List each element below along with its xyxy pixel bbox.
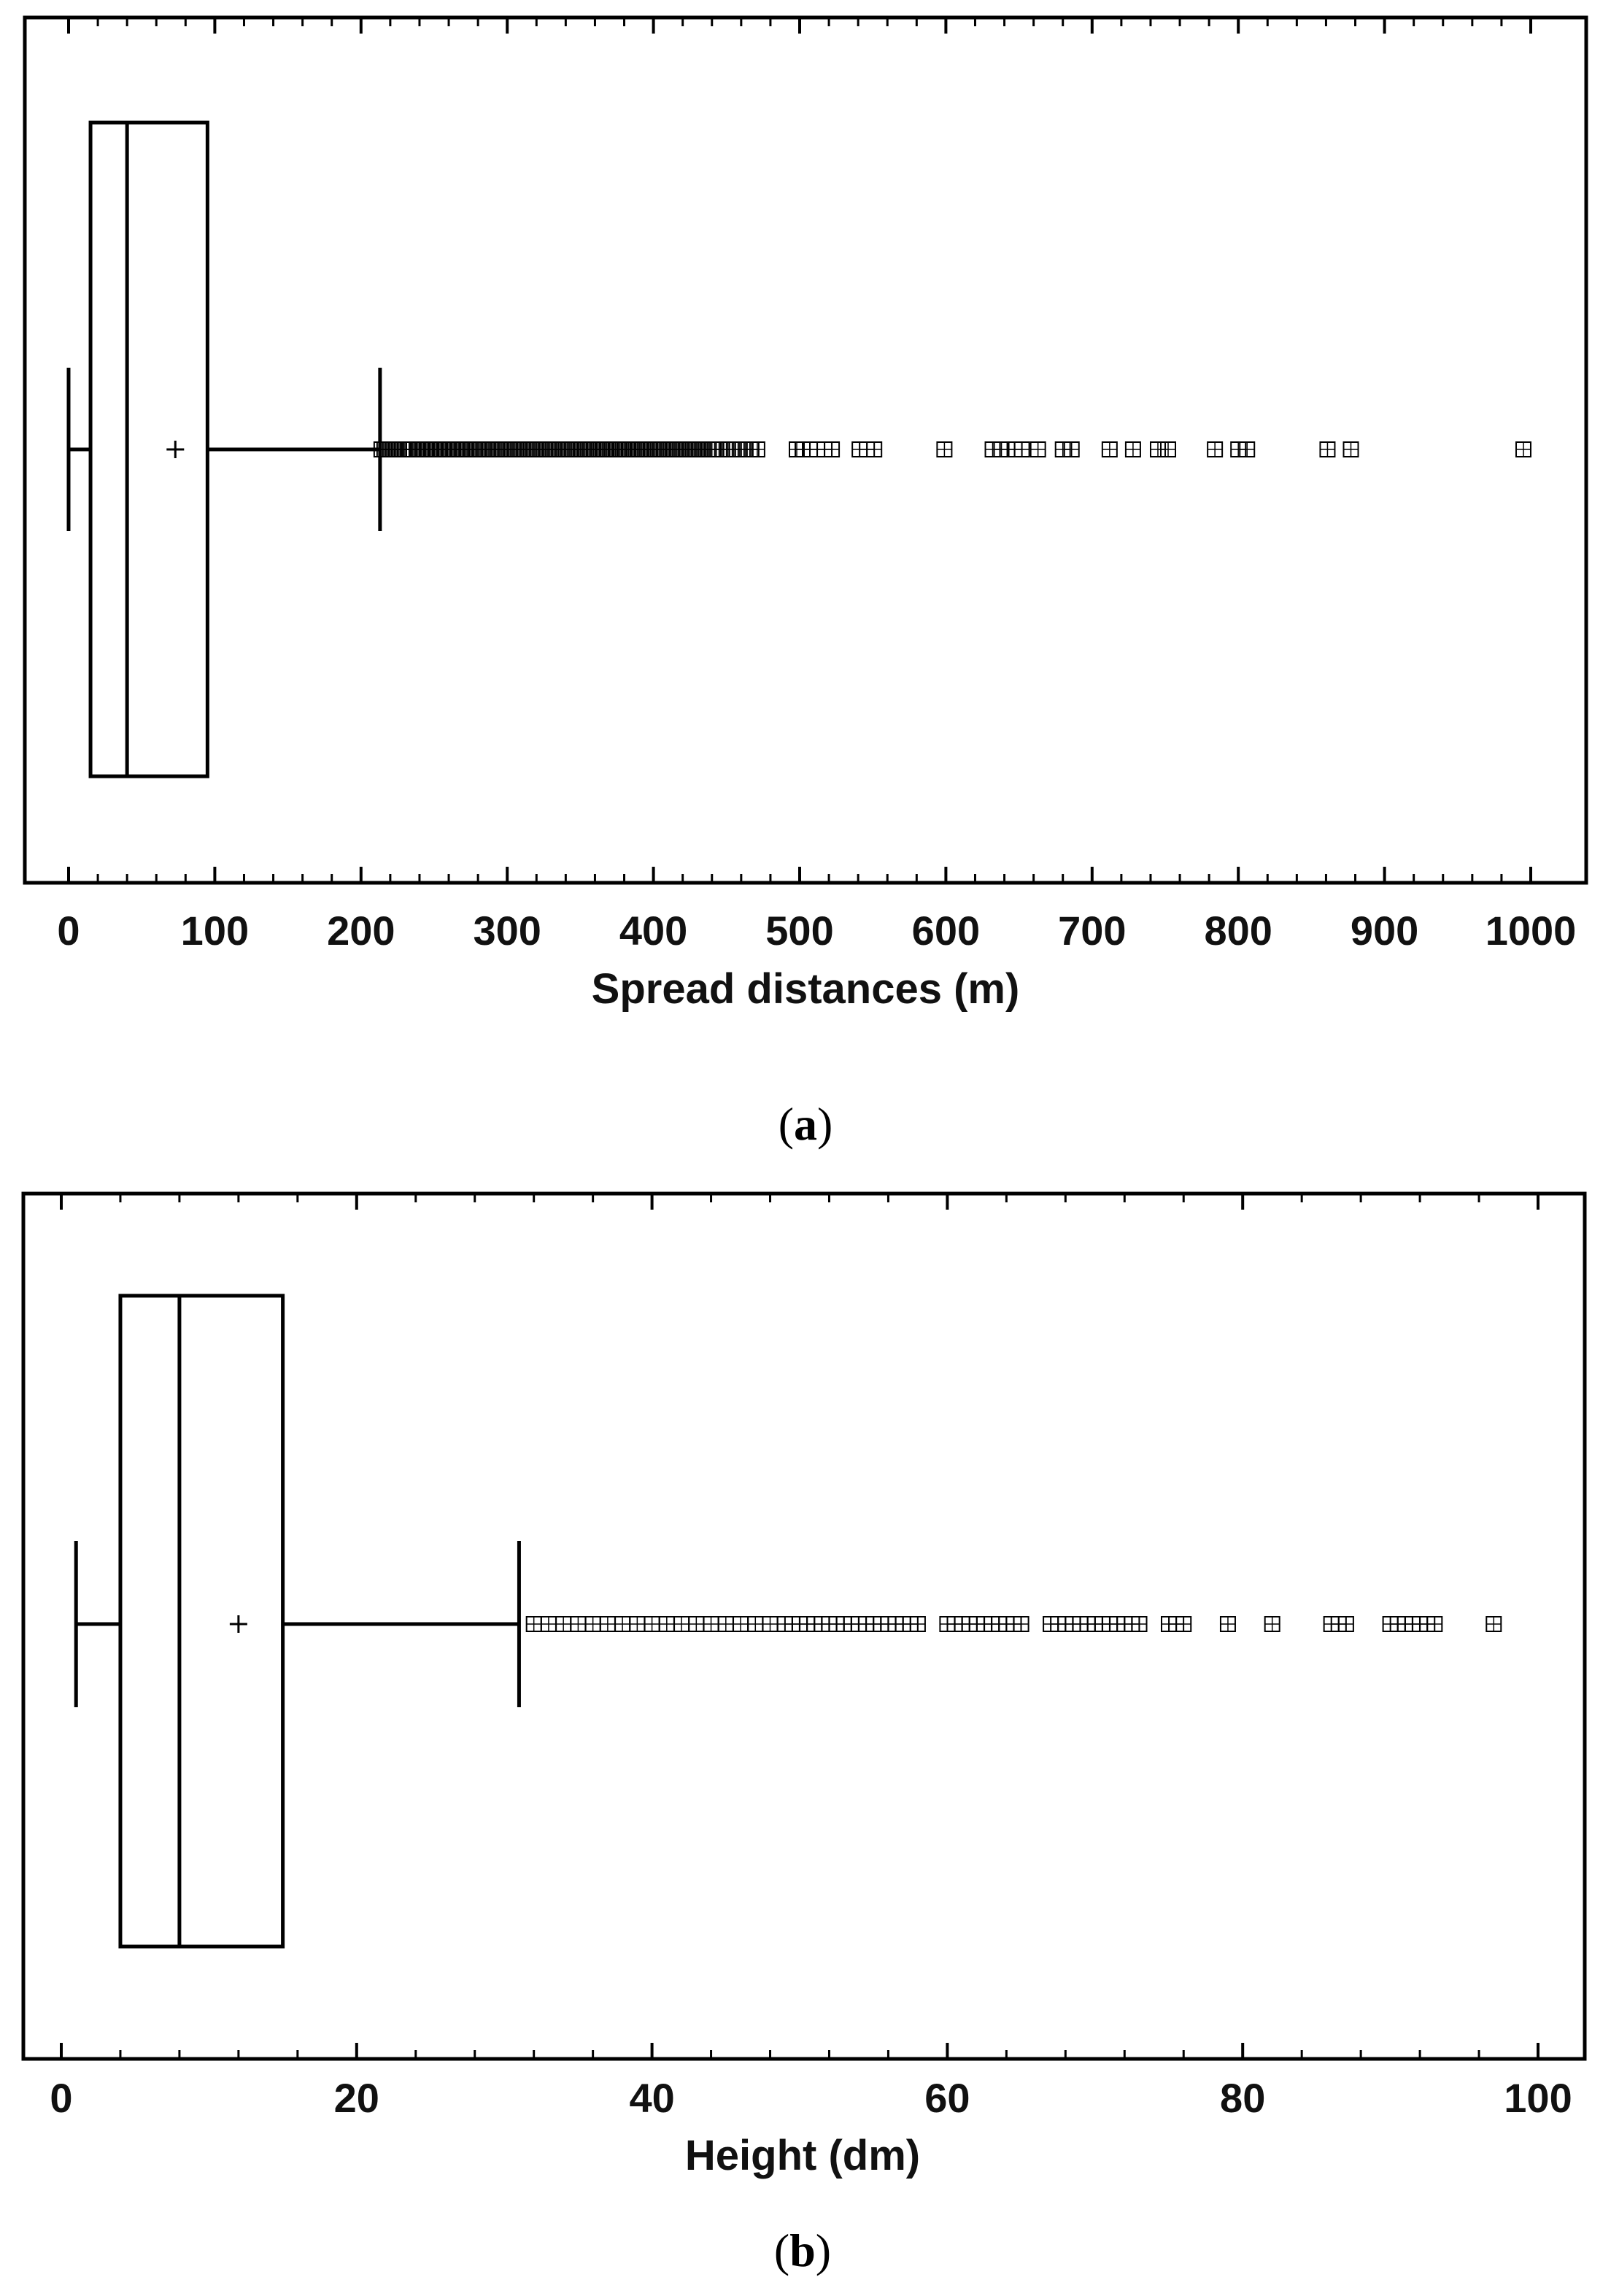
x-tick-label: 500 <box>765 908 833 954</box>
panel-b-caption-letter: b <box>789 2225 816 2276</box>
outlier-point <box>824 441 841 457</box>
outlier-point <box>936 441 953 457</box>
x-tick-label: 300 <box>473 908 541 954</box>
x-tick-label: 600 <box>912 908 980 954</box>
x-tick-label: 400 <box>619 908 687 954</box>
x-tick-label: 700 <box>1058 908 1126 954</box>
outlier-point <box>1013 1616 1029 1632</box>
x-tick-label: 800 <box>1204 908 1272 954</box>
outlier-point <box>1264 1616 1280 1632</box>
panel-b-outliers <box>525 1616 1502 1632</box>
outlier-point <box>1029 441 1046 457</box>
x-tick-label: 40 <box>629 2075 674 2121</box>
outlier-point <box>1131 1616 1148 1632</box>
x-tick-label: 80 <box>1220 2075 1265 2121</box>
x-tick-label: 0 <box>50 2075 72 2121</box>
outlier-point <box>1175 1616 1192 1632</box>
outlier-point <box>1219 1616 1236 1632</box>
x-tick-label: 100 <box>1504 2075 1572 2121</box>
panel-b-caption: (b) <box>774 2225 831 2276</box>
panel-a-outliers <box>373 441 1531 457</box>
panel-b-x-axis-label: Height (dm) <box>685 2132 920 2179</box>
panel-a-x-tick-labels: 0 100 200 300 400 500 600 700 800 900 1000 <box>57 908 1576 954</box>
panel-a-boxplot <box>66 120 382 778</box>
x-tick-label: 1000 <box>1486 908 1577 954</box>
panel-a-x-ticks <box>67 18 1532 883</box>
outlier-point <box>866 441 883 457</box>
outlier-point <box>1515 441 1531 457</box>
panel-b-x-tick-labels: 0 20 40 60 80 100 <box>50 2075 1572 2121</box>
outlier-point <box>909 1616 926 1632</box>
outlier-point <box>1337 1616 1354 1632</box>
panel-b-height: 0 20 40 60 80 100 Height (dm) (b) <box>21 1191 1587 2276</box>
panel-a-plot-frame <box>23 15 1588 885</box>
panel-a-x-axis-label: Spread distances (m) <box>592 965 1020 1013</box>
x-tick-label: 0 <box>57 908 80 954</box>
panel-a-caption-letter: a <box>794 1098 817 1150</box>
x-tick-label: 100 <box>181 908 249 954</box>
panel-b-plot-frame <box>21 1191 1587 2061</box>
outlier-point <box>1013 441 1030 457</box>
x-tick-label: 900 <box>1351 908 1418 954</box>
panel-a-caption: (a) <box>779 1098 833 1150</box>
x-tick-label: 20 <box>334 2075 379 2121</box>
outlier-point <box>1342 441 1359 457</box>
outlier-point <box>1486 1616 1502 1632</box>
outlier-point <box>1207 441 1224 457</box>
outlier-point <box>1124 441 1141 457</box>
panel-b-x-ticks <box>60 1194 1539 2059</box>
panel-a-spread-distances: 0 100 200 300 400 500 600 700 800 900 1000 Spread … <box>23 15 1588 1150</box>
outlier-point <box>1160 441 1177 457</box>
outlier-point <box>1239 441 1256 457</box>
outlier-point <box>1319 441 1336 457</box>
outlier-point <box>749 441 765 457</box>
outlier-point <box>1101 441 1118 457</box>
iqr-box <box>118 1294 285 1949</box>
outlier-point <box>1426 1616 1443 1632</box>
x-tick-label: 200 <box>327 908 395 954</box>
outlier-point <box>1063 441 1080 457</box>
x-tick-label: 60 <box>924 2075 970 2121</box>
panel-b-boxplot <box>74 1294 521 1949</box>
